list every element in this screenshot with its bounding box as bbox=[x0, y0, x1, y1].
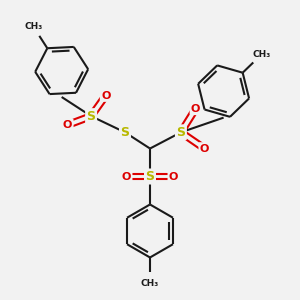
Text: CH₃: CH₃ bbox=[24, 22, 42, 31]
Text: O: O bbox=[169, 172, 178, 182]
Text: S: S bbox=[146, 170, 154, 183]
Text: CH₃: CH₃ bbox=[141, 279, 159, 288]
Text: S: S bbox=[87, 110, 96, 123]
Text: S: S bbox=[121, 126, 130, 139]
Text: O: O bbox=[191, 104, 200, 114]
Text: O: O bbox=[63, 120, 72, 130]
Text: O: O bbox=[101, 91, 110, 100]
Text: S: S bbox=[176, 126, 185, 139]
Text: O: O bbox=[122, 172, 131, 182]
Text: CH₃: CH₃ bbox=[252, 50, 270, 59]
Text: O: O bbox=[200, 143, 209, 154]
